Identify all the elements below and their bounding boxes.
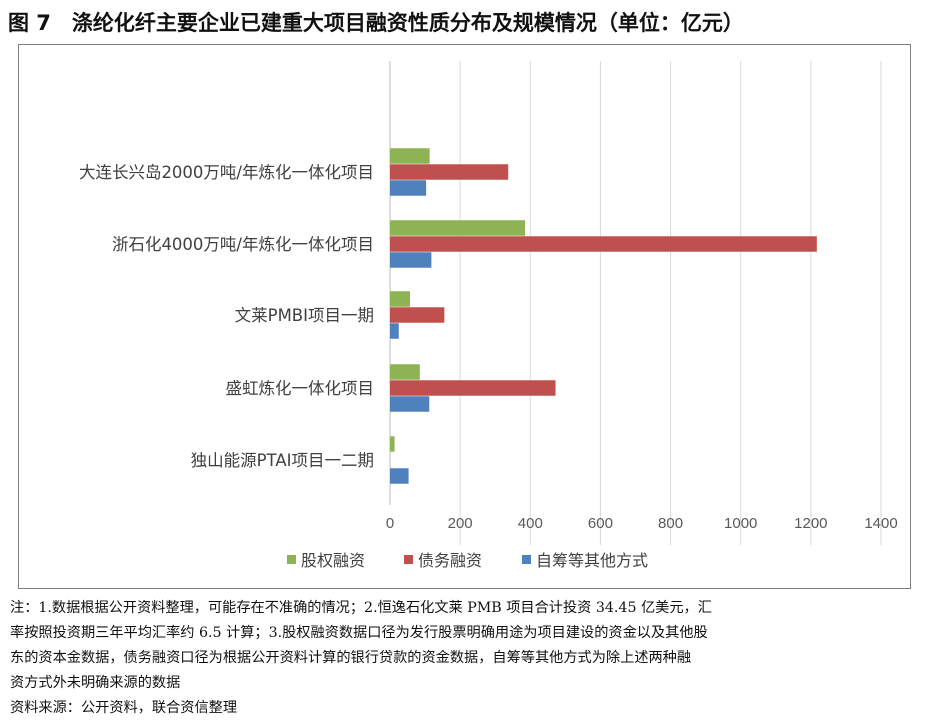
x-tick-label: 800 xyxy=(658,515,683,532)
bar xyxy=(390,396,430,412)
x-tick-label: 1200 xyxy=(794,515,827,532)
bar xyxy=(390,323,399,339)
bar xyxy=(390,380,556,396)
note-line: 率按照投资期三年平均汇率约 6.5 计算；3.股权融资数据口径为发行股票明确用途… xyxy=(10,625,708,641)
bar xyxy=(390,252,432,268)
category-label: 文莱PMBI项目一期 xyxy=(235,306,374,325)
bar xyxy=(390,436,395,452)
legend-swatch xyxy=(522,555,531,564)
bar xyxy=(390,148,430,164)
category-label: 盛虹炼化一体化项目 xyxy=(226,379,375,398)
notes-block: 注：1.数据根据公开资料整理，可能存在不准确的情况；2.恒逸石化文莱 PMB 项… xyxy=(10,596,926,721)
figure-title: 图 7 涤纶化纤主要企业已建重大项目融资性质分布及规模情况（单位：亿元） xyxy=(8,11,744,35)
legend-swatch xyxy=(287,555,296,564)
bar xyxy=(390,236,817,252)
category-label: 浙石化4000万吨/年炼化一体化项目 xyxy=(112,235,374,254)
source-line: 资料来源：公开资料，联合资信整理 xyxy=(10,700,238,716)
legend-label: 股权融资 xyxy=(301,551,365,570)
x-tick-label: 200 xyxy=(448,515,473,532)
note-line: 资方式外未明确来源的数据 xyxy=(10,675,181,691)
legend-swatch xyxy=(404,555,413,564)
category-label: 大连长兴岛2000万吨/年炼化一体化项目 xyxy=(79,163,374,182)
bar xyxy=(390,164,509,180)
bar xyxy=(390,307,445,323)
bar xyxy=(390,364,420,380)
bar xyxy=(390,220,526,236)
category-label: 独山能源PTAI项目一二期 xyxy=(191,451,374,470)
x-tick-label: 600 xyxy=(588,515,613,532)
note-line: 注：1.数据根据公开资料整理，可能存在不准确的情况；2.恒逸石化文莱 PMB 项… xyxy=(10,600,712,616)
chart-frame: 0 200 400 600 800 1000 1200 1400 大连长兴岛2000万吨/年炼化… xyxy=(18,44,911,589)
x-tick-label: 400 xyxy=(518,515,543,532)
bar-chart: 0 200 400 600 800 1000 1200 1400 大连长兴岛2000万吨/年炼化… xyxy=(79,61,898,570)
x-tick-label: 1400 xyxy=(864,515,897,532)
bar xyxy=(390,180,427,196)
legend-label: 自筹等其他方式 xyxy=(536,551,648,570)
bar xyxy=(390,291,410,307)
x-tick-label: 0 xyxy=(386,515,394,532)
note-line: 东的资本金数据，债务融资口径为根据公开资料计算的银行贷款的资金数据，自筹等其他方… xyxy=(10,650,692,666)
bar xyxy=(390,468,409,484)
x-tick-label: 1000 xyxy=(724,515,757,532)
legend-label: 债务融资 xyxy=(418,551,482,570)
